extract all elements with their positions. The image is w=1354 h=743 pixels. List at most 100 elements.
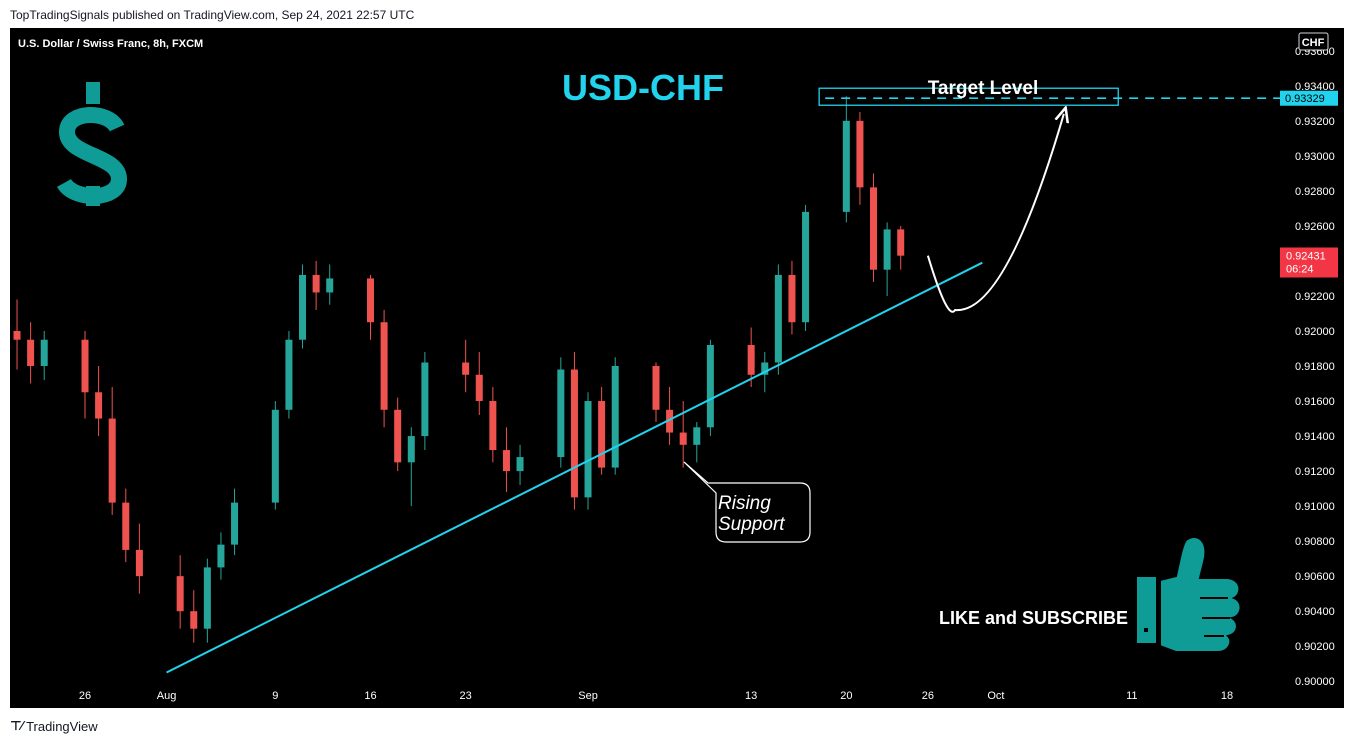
candle-body: [13, 330, 21, 340]
target-level-label: Target Level: [928, 78, 1039, 99]
candle-body: [774, 274, 782, 363]
x-tick-label: 20: [840, 690, 852, 702]
candle-body: [40, 339, 48, 367]
y-axis-ticks: 0.936000.934000.932000.930000.928000.926…: [1295, 46, 1335, 688]
x-tick-label: Oct: [987, 690, 1004, 702]
last-price-text: 0.92431: [1286, 250, 1326, 262]
candle-body: [693, 427, 701, 445]
candle-body: [176, 576, 184, 612]
candle-body: [652, 366, 660, 410]
y-tick-label: 0.92600: [1295, 221, 1335, 233]
target-price-tag: [1280, 90, 1338, 106]
y-tick-label: 0.90000: [1295, 676, 1335, 688]
candle-body: [475, 374, 483, 402]
projection-arrow[interactable]: [926, 114, 1064, 313]
y-tick-label: 0.90200: [1295, 641, 1335, 653]
price-chart[interactable]: U.S. Dollar / Swiss Franc, 8h, FXCM USD-…: [10, 28, 1344, 708]
x-tick-label: 18: [1221, 690, 1233, 702]
candle-body: [367, 278, 374, 323]
candle-body: [190, 611, 198, 629]
x-tick-label: 13: [745, 690, 757, 702]
x-tick-label: 16: [364, 690, 376, 702]
candle-body: [394, 409, 402, 463]
candle-body: [679, 432, 687, 445]
x-tick-label: Aug: [157, 690, 177, 702]
candle-body: [870, 187, 878, 270]
candle-body: [584, 401, 592, 498]
chart-panel[interactable]: U.S. Dollar / Swiss Franc, 8h, FXCM USD-…: [10, 28, 1344, 708]
y-tick-label: 0.93200: [1295, 116, 1335, 128]
candle-body: [557, 369, 565, 458]
candle-body: [108, 418, 116, 503]
candle-body: [421, 362, 429, 437]
y-tick-label: 0.90600: [1295, 571, 1335, 583]
candle-body: [611, 366, 619, 468]
x-tick-label: 11: [1126, 690, 1137, 702]
x-tick-label: 26: [79, 690, 91, 702]
candle-body: [27, 339, 35, 367]
rising-support-line[interactable]: [166, 261, 983, 674]
candle-body: [231, 502, 239, 545]
chart-title: USD-CHF: [562, 67, 724, 108]
price-axis[interactable]: 0 CHF 0.93329 0.92431 06:24: [1280, 32, 1338, 278]
candle-body: [271, 409, 279, 503]
candle-body: [897, 229, 905, 256]
candle-body: [516, 457, 524, 472]
candle-body: [326, 278, 334, 293]
candle-body: [312, 274, 320, 293]
candle-body: [407, 436, 415, 463]
candle-body: [598, 401, 606, 468]
x-axis-ticks: 26 Aug 9 16 23 Sep 13 20 26 Oct 11 18: [79, 690, 1233, 702]
candle-body: [842, 120, 850, 212]
candle-body: [203, 567, 211, 629]
y-tick-label: 0.91200: [1295, 466, 1335, 478]
support-callout: Rising Support: [683, 461, 811, 543]
y-tick-label: 0.93000: [1295, 151, 1335, 163]
x-tick-label: 9: [272, 690, 278, 702]
candle-body: [706, 344, 714, 428]
candle-body: [380, 322, 388, 410]
dollar-sign-icon: [57, 82, 128, 206]
y-tick-label: 0.91000: [1295, 501, 1335, 513]
candle-body: [489, 401, 497, 451]
publish-header: TopTradingSignals published on TradingVi…: [10, 8, 415, 22]
last-price-tag: [1280, 247, 1338, 278]
candle-body: [217, 544, 225, 568]
x-tick-label: Sep: [578, 690, 598, 702]
candle-body: [883, 229, 891, 270]
candle-body: [856, 120, 864, 188]
x-tick-label: 26: [922, 690, 934, 702]
thumbs-up-icon: [1135, 535, 1242, 653]
y-tick-label: 0.92200: [1295, 291, 1335, 303]
symbol-label: U.S. Dollar / Swiss Franc, 8h, FXCM: [18, 38, 203, 50]
tradingview-logo-text: TradingView: [26, 718, 98, 734]
y-tick-label: 0.93400: [1295, 81, 1335, 93]
bar-countdown-text: 06:24: [1286, 263, 1314, 275]
candle-body: [788, 274, 796, 323]
candle-body: [299, 274, 307, 340]
x-tick-label: 23: [460, 690, 472, 702]
footer-branding: ⊤⁄ TradingView: [10, 717, 98, 735]
y-tick-label: 0.90800: [1295, 536, 1335, 548]
currency-badge-text: CHF: [1302, 37, 1325, 49]
candle-body: [666, 409, 674, 433]
currency-badge[interactable]: [1298, 32, 1329, 51]
candle-body: [570, 369, 578, 498]
candle-body: [285, 339, 293, 410]
tradingview-logo-icon: ⊤⁄: [10, 718, 23, 733]
candle-body: [802, 211, 810, 323]
candle-body: [81, 339, 89, 393]
like-subscribe-text: LIKE and SUBSCRIBE: [939, 608, 1128, 628]
y-tick-label: 0.92800: [1295, 186, 1335, 198]
callout-line-2: Support: [718, 514, 785, 535]
candle-body: [122, 502, 130, 550]
y-tick-label: 0.91600: [1295, 396, 1335, 408]
callout-bubble: [683, 461, 811, 543]
candle-body: [747, 344, 755, 375]
candle-body: [502, 450, 510, 472]
candle-body: [95, 392, 103, 419]
y-tick-label: 0.90400: [1295, 606, 1335, 618]
target-level-box[interactable]: [818, 87, 1119, 106]
y-tick-label: 0.91400: [1295, 431, 1335, 443]
callout-line-1: Rising: [718, 493, 771, 514]
